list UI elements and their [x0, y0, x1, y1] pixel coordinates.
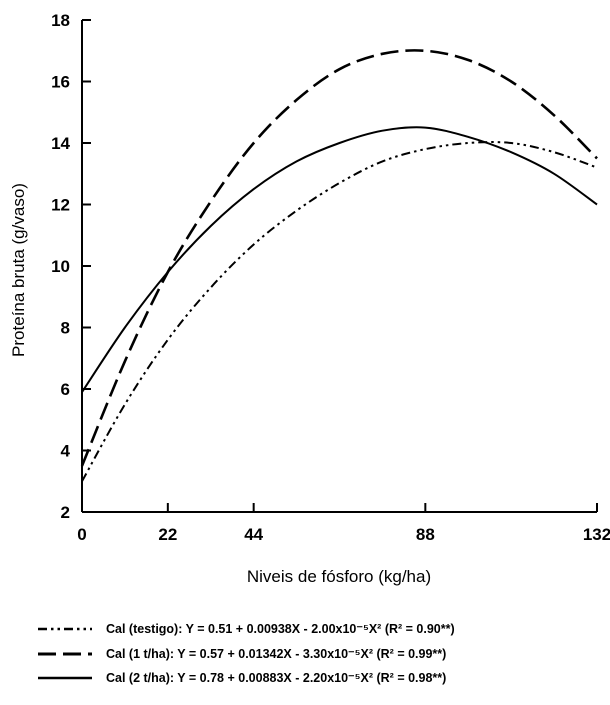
y-tick-label: 18 — [51, 11, 70, 30]
series-lines — [80, 49, 598, 482]
y-axis-title: Proteína bruta (g/vaso) — [9, 183, 28, 357]
y-tick-label: 12 — [51, 196, 70, 215]
legend-label-2: Cal (1 t/ha): Y = 0.57 + 0.01342X - 3.30… — [106, 647, 446, 661]
x-ticks: 0 22 44 88 132 — [77, 503, 610, 544]
series-line-3 — [81, 126, 598, 393]
y-ticks: 2 4 6 8 10 12 14 16 18 — [51, 11, 91, 522]
y-tick-label: 6 — [61, 380, 70, 399]
x-axis-title: Niveis de fósforo (kg/ha) — [247, 567, 431, 586]
x-tick-label: 22 — [158, 525, 177, 544]
legend: Cal (testigo): Y = 0.51 + 0.00938X - 2.0… — [38, 622, 455, 685]
series-line-2 — [80, 49, 598, 467]
y-tick-label: 16 — [51, 73, 70, 92]
y-tick-label: 8 — [61, 319, 70, 338]
legend-label-3: Cal (2 t/ha): Y = 0.78 + 0.00883X - 2.20… — [106, 671, 446, 685]
x-tick-label: 88 — [416, 525, 435, 544]
y-tick-label: 10 — [51, 257, 70, 276]
legend-label-1: Cal (testigo): Y = 0.51 + 0.00938X - 2.0… — [106, 622, 455, 636]
axes — [81, 20, 597, 513]
x-tick-label: 0 — [77, 525, 86, 544]
y-tick-label: 2 — [61, 503, 70, 522]
y-tick-label: 4 — [61, 442, 71, 461]
x-tick-label: 132 — [583, 525, 610, 544]
series-line-1 — [81, 141, 598, 482]
x-tick-label: 44 — [244, 525, 263, 544]
y-tick-label: 14 — [51, 134, 70, 153]
